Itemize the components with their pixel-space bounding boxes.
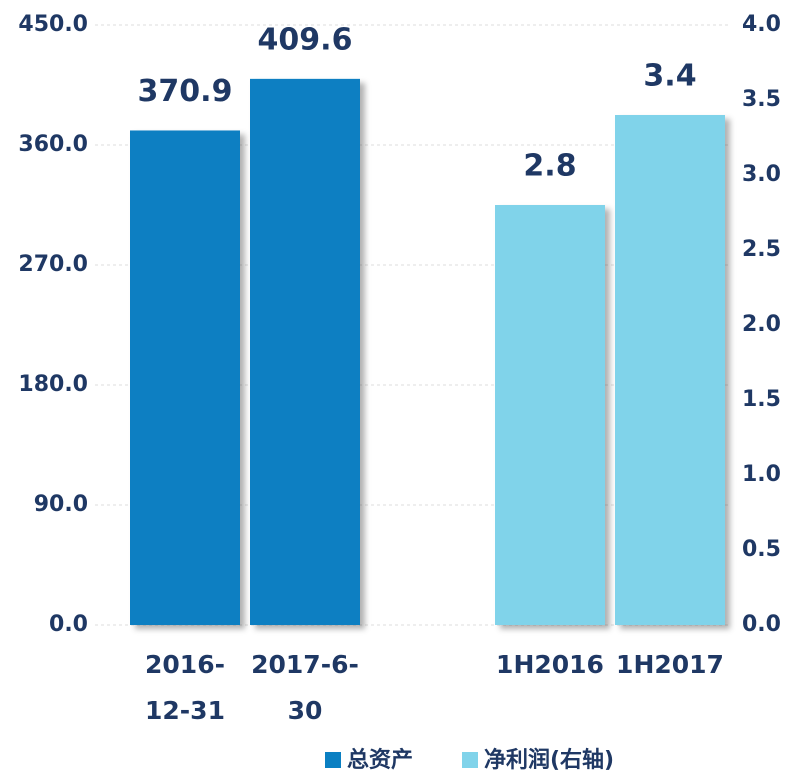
- data-label: 409.6: [258, 22, 353, 57]
- legend-label: 净利润(右轴): [484, 747, 614, 773]
- y-tick-label: 450.0: [18, 12, 88, 37]
- y-tick-label: 180.0: [18, 372, 88, 397]
- y2-tick-label: 3.5: [742, 87, 781, 112]
- x-tick-label: 2017-6-30: [251, 650, 359, 725]
- bar: [615, 115, 725, 625]
- y-tick-label: 360.0: [18, 132, 88, 157]
- y2-tick-label: 3.0: [742, 162, 781, 187]
- bar: [130, 130, 240, 625]
- y2-tick-label: 0.5: [742, 537, 781, 562]
- x-tick-label: 2016-12-31: [145, 650, 225, 725]
- y-tick-label: 0.0: [49, 612, 88, 637]
- y-tick-label: 270.0: [18, 252, 88, 277]
- bar: [495, 205, 605, 625]
- data-label: 370.9: [138, 74, 233, 109]
- y2-tick-label: 1.0: [742, 462, 781, 487]
- data-label: 3.4: [643, 59, 696, 94]
- y2-tick-label: 2.0: [742, 312, 781, 337]
- bar: [250, 78, 360, 625]
- y2-tick-label: 1.5: [742, 387, 781, 412]
- y2-tick-label: 4.0: [742, 12, 781, 37]
- y2-tick-label: 0.0: [742, 612, 781, 637]
- legend-label: 总资产: [347, 747, 413, 773]
- x-tick-label: 1H2017: [616, 650, 724, 679]
- legend-swatch: [325, 752, 341, 768]
- x-tick-label: 1H2016: [496, 650, 604, 679]
- data-label: 2.8: [523, 149, 576, 184]
- legend-swatch: [462, 752, 478, 768]
- y-tick-label: 90.0: [34, 492, 88, 517]
- y2-tick-label: 2.5: [742, 237, 781, 262]
